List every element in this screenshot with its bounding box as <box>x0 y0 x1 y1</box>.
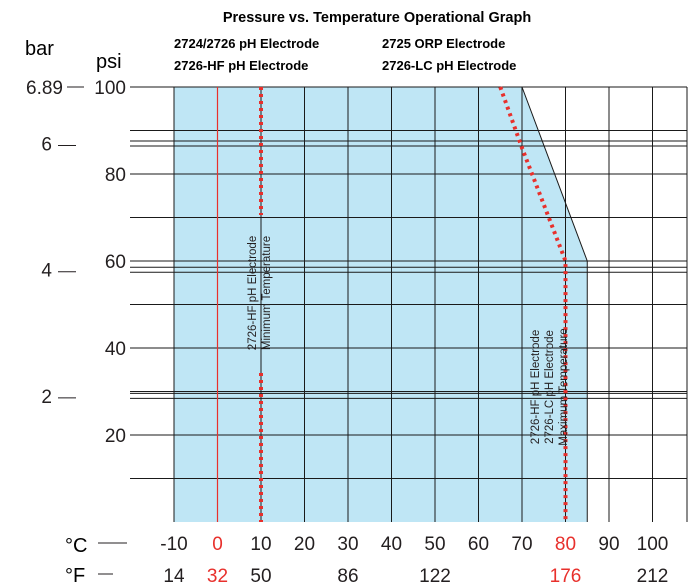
bar-tick-label: 4 <box>41 261 52 282</box>
reference-lines: 2726-HF pH Electrode Minimum Temperature2… <box>216 86 570 522</box>
max-temp-annotation-line: 2726-HF pH Electrode <box>530 330 542 444</box>
psi-tick-label: 60 <box>105 252 126 273</box>
chart-title: Pressure vs. Temperature Operational Gra… <box>223 10 531 26</box>
fahrenheit-tick-label: 212 <box>637 566 669 586</box>
subtitle-2726-lc: 2726-LC pH Electrode <box>382 58 516 73</box>
max-temp-annotation: 2726-HF pH Electrode 2726-LC pH Electrode… <box>530 328 570 445</box>
psi-tick-label: 80 <box>105 165 126 186</box>
bar-tick-label: 6.89 <box>26 78 63 99</box>
psi-tick-label: 100 <box>94 78 126 99</box>
celsius-tick-label: 20 <box>294 534 315 555</box>
celsius-tick-label: -10 <box>160 534 187 555</box>
celsius-tick-label: 70 <box>511 534 532 555</box>
psi-tick-label: 20 <box>105 426 126 447</box>
celsius-tick-label: 40 <box>381 534 402 555</box>
max-temp-dotted-line <box>498 86 568 522</box>
celsius-tick-label: 30 <box>337 534 358 555</box>
celsius-tick-label: 60 <box>468 534 489 555</box>
min-temp-annotation-line: 2726-HF pH Electrode <box>247 236 259 350</box>
max-temp-annotation-line: 2726-LC pH Electrode <box>544 330 556 444</box>
min-temp-annotation: 2726-HF pH Electrode Minimum Temperature <box>247 236 273 350</box>
fahrenheit-tick-label: 14 <box>163 566 185 586</box>
psi-axis-label: psi <box>96 51 122 73</box>
celsius-tick-label: 10 <box>250 534 271 555</box>
subtitle-2724-2726: 2724/2726 pH Electrode <box>174 36 319 51</box>
tick-labels: 20 40 60 80 100 2 4 6 6.89 -10 0 10 20 30 40 50 60 70 80 90… <box>26 78 668 586</box>
celsius-axis-label: °C <box>65 535 87 557</box>
subtitle-2726-hf: 2726-HF pH Electrode <box>174 58 308 73</box>
celsius-tick-label: 50 <box>424 534 445 555</box>
region-edge <box>521 86 588 522</box>
min-temp-annotation-line: Minimum Temperature <box>261 236 273 350</box>
celsius-tick-label: 0 <box>212 534 223 555</box>
celsius-tick-label: 90 <box>598 534 619 555</box>
max-temp-annotation-line: Maximum Temperature <box>558 328 570 445</box>
fahrenheit-tick-label: 86 <box>337 566 358 586</box>
celsius-tick-label: 80 <box>555 534 576 555</box>
chart-text: Pressure vs. Temperature Operational Gra… <box>25 10 531 586</box>
bar-axis-label: bar <box>25 38 54 60</box>
celsius-tick-label: 100 <box>637 534 669 555</box>
fahrenheit-tick-label: 122 <box>419 566 451 586</box>
fahrenheit-tick-label: 50 <box>250 566 271 586</box>
chart-grid <box>130 86 688 522</box>
fahrenheit-axis-label: °F <box>65 565 85 586</box>
fahrenheit-tick-label: 176 <box>550 566 582 586</box>
fahrenheit-tick-label: 32 <box>207 566 228 586</box>
subtitle-2725: 2725 ORP Electrode <box>382 36 505 51</box>
bar-tick-label: 2 <box>41 387 52 408</box>
psi-tick-label: 40 <box>105 339 126 360</box>
bar-tick-label: 6 <box>41 135 52 156</box>
